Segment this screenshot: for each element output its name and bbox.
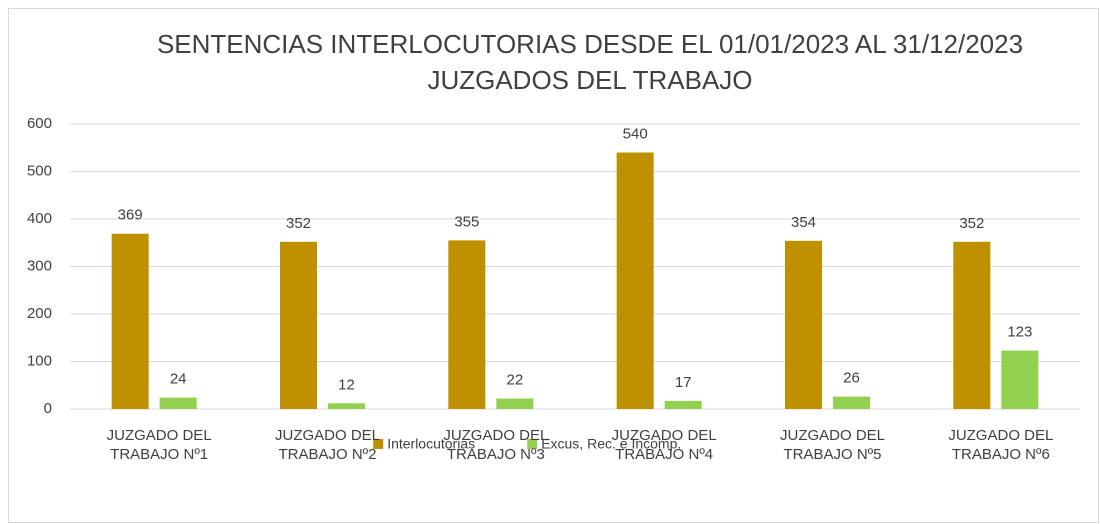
bar	[280, 241, 317, 409]
bar	[111, 233, 149, 409]
bar	[785, 240, 822, 409]
data-label: 17	[675, 374, 692, 391]
y-tick-label: 100	[27, 352, 52, 369]
bar	[953, 241, 991, 409]
x-tick-label: JUZGADO DEL TRABAJO Nº4	[611, 427, 717, 463]
data-label: 26	[843, 370, 860, 387]
y-tick-label: 600	[27, 115, 52, 132]
data-label: 123	[1007, 324, 1032, 341]
data-label: 12	[338, 376, 355, 393]
x-tick-label: JUZGADO DEL TRABAJO Nº1	[106, 427, 212, 463]
legend-swatch	[373, 439, 384, 449]
y-tick-label: 300	[27, 257, 52, 274]
bar	[664, 400, 702, 409]
chart-title: SENTENCIAS INTERLOCUTORIAS DESDE EL 01/0…	[157, 29, 1023, 59]
y-tick-label: 500	[27, 162, 52, 179]
data-label: 352	[286, 215, 311, 232]
bar	[448, 240, 486, 409]
chart-border	[8, 8, 1099, 523]
data-label: 355	[454, 213, 479, 230]
data-label: 369	[118, 207, 143, 224]
data-label: 22	[506, 372, 523, 389]
data-label: 540	[623, 125, 648, 142]
bar	[496, 398, 534, 409]
data-label: 354	[791, 214, 816, 231]
x-tick-label: JUZGADO DEL TRABAJO Nº6	[948, 427, 1054, 463]
bar	[833, 396, 870, 409]
y-tick-label: 400	[27, 210, 52, 227]
x-tick-label: JUZGADO DEL TRABAJO Nº3	[443, 427, 549, 463]
bar	[616, 152, 654, 409]
legend-label: Excus, Rec. e Incomp.	[541, 436, 681, 452]
bar	[159, 397, 197, 409]
y-tick-label: 200	[27, 305, 52, 322]
data-label: 24	[170, 371, 187, 388]
x-tick-label: JUZGADO DEL TRABAJO Nº5	[779, 427, 885, 463]
legend-swatch	[527, 439, 538, 449]
x-tick-label: JUZGADO DEL TRABAJO Nº2	[274, 427, 380, 463]
chart-subtitle: JUZGADOS DEL TRABAJO	[427, 65, 752, 95]
legend-label: Interlocutorias	[387, 436, 475, 452]
bar	[1001, 350, 1039, 409]
y-tick-label: 0	[44, 400, 52, 417]
data-label: 352	[959, 215, 984, 232]
bar	[328, 403, 365, 409]
